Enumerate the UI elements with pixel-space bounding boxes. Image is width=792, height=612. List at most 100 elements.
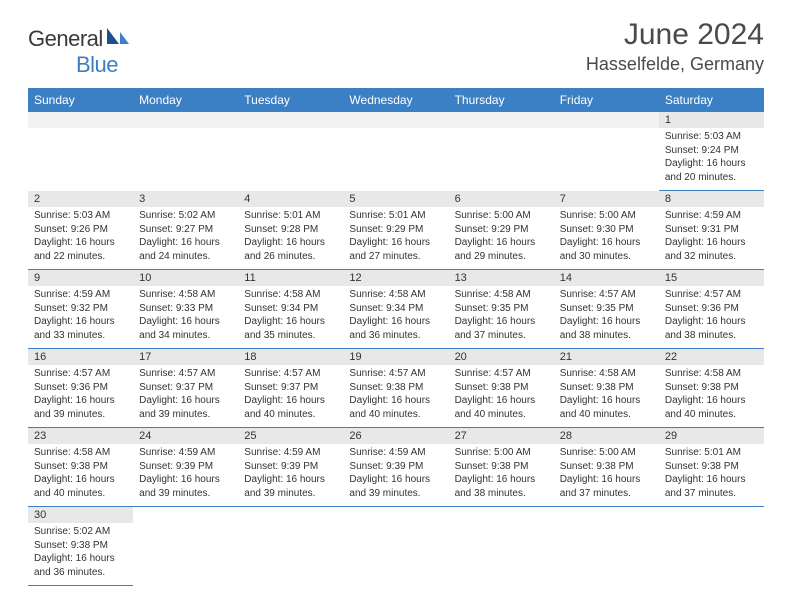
day-info-cell: Sunrise: 4:58 AMSunset: 9:34 PMDaylight:… — [343, 286, 448, 349]
day-number-cell: 9 — [28, 270, 133, 287]
day-number-cell: 30 — [28, 507, 133, 524]
sunrise-text: Sunrise: 4:57 AM — [560, 288, 653, 302]
sunset-text: Sunset: 9:36 PM — [34, 381, 127, 395]
sunrise-text: Sunrise: 4:57 AM — [244, 367, 337, 381]
day-number-cell: 19 — [343, 349, 448, 366]
day-info-row: Sunrise: 5:03 AMSunset: 9:24 PMDaylight:… — [28, 128, 764, 191]
day-number-cell: 15 — [659, 270, 764, 287]
sunset-text: Sunset: 9:38 PM — [560, 381, 653, 395]
day-info-cell: Sunrise: 4:58 AMSunset: 9:35 PMDaylight:… — [449, 286, 554, 349]
day-info-row: Sunrise: 4:59 AMSunset: 9:32 PMDaylight:… — [28, 286, 764, 349]
sunrise-text: Sunrise: 5:00 AM — [455, 209, 548, 223]
day-info-cell: Sunrise: 4:59 AMSunset: 9:32 PMDaylight:… — [28, 286, 133, 349]
daylight-text: Daylight: 16 hours and 30 minutes. — [560, 236, 653, 263]
sunset-text: Sunset: 9:38 PM — [34, 539, 127, 553]
day-info-cell: Sunrise: 4:59 AMSunset: 9:31 PMDaylight:… — [659, 207, 764, 270]
day-header-row: SundayMondayTuesdayWednesdayThursdayFrid… — [28, 88, 764, 112]
sunrise-text: Sunrise: 5:01 AM — [665, 446, 758, 460]
day-info-cell: Sunrise: 4:57 AMSunset: 9:38 PMDaylight:… — [449, 365, 554, 428]
sunrise-text: Sunrise: 4:58 AM — [665, 367, 758, 381]
day-number-cell — [28, 112, 133, 128]
sail-icon — [105, 26, 131, 52]
day-number-cell: 24 — [133, 428, 238, 445]
day-number-cell: 1 — [659, 112, 764, 128]
sunrise-text: Sunrise: 4:58 AM — [560, 367, 653, 381]
day-info-cell — [554, 523, 659, 586]
daylight-text: Daylight: 16 hours and 39 minutes. — [139, 473, 232, 500]
sunrise-text: Sunrise: 4:57 AM — [455, 367, 548, 381]
day-number-cell — [554, 112, 659, 128]
day-header: Friday — [554, 88, 659, 112]
daylight-text: Daylight: 16 hours and 29 minutes. — [455, 236, 548, 263]
day-header: Sunday — [28, 88, 133, 112]
sunset-text: Sunset: 9:36 PM — [665, 302, 758, 316]
day-number-cell — [238, 112, 343, 128]
day-info-cell: Sunrise: 4:58 AMSunset: 9:33 PMDaylight:… — [133, 286, 238, 349]
day-number-cell: 16 — [28, 349, 133, 366]
day-number-row: 30 — [28, 507, 764, 524]
sunrise-text: Sunrise: 5:00 AM — [455, 446, 548, 460]
day-number-row: 23242526272829 — [28, 428, 764, 445]
day-header: Saturday — [659, 88, 764, 112]
sunrise-text: Sunrise: 5:01 AM — [244, 209, 337, 223]
day-info-cell — [449, 128, 554, 191]
day-number-row: 16171819202122 — [28, 349, 764, 366]
day-number-cell: 14 — [554, 270, 659, 287]
day-number-cell: 22 — [659, 349, 764, 366]
sunset-text: Sunset: 9:34 PM — [349, 302, 442, 316]
daylight-text: Daylight: 16 hours and 39 minutes. — [349, 473, 442, 500]
daylight-text: Daylight: 16 hours and 34 minutes. — [139, 315, 232, 342]
daylight-text: Daylight: 16 hours and 40 minutes. — [560, 394, 653, 421]
day-number-cell: 26 — [343, 428, 448, 445]
sunset-text: Sunset: 9:24 PM — [665, 144, 758, 158]
sunrise-text: Sunrise: 4:58 AM — [244, 288, 337, 302]
day-info-cell: Sunrise: 4:57 AMSunset: 9:36 PMDaylight:… — [28, 365, 133, 428]
day-info-cell: Sunrise: 5:01 AMSunset: 9:38 PMDaylight:… — [659, 444, 764, 507]
day-number-row: 1 — [28, 112, 764, 128]
day-info-cell — [554, 128, 659, 191]
logo-part1: General — [28, 26, 103, 51]
sunset-text: Sunset: 9:35 PM — [560, 302, 653, 316]
day-info-cell — [238, 523, 343, 586]
day-info-cell: Sunrise: 4:57 AMSunset: 9:38 PMDaylight:… — [343, 365, 448, 428]
daylight-text: Daylight: 16 hours and 20 minutes. — [665, 157, 758, 184]
sunrise-text: Sunrise: 4:59 AM — [34, 288, 127, 302]
sunrise-text: Sunrise: 5:03 AM — [34, 209, 127, 223]
sunrise-text: Sunrise: 5:01 AM — [349, 209, 442, 223]
day-info-cell: Sunrise: 5:03 AMSunset: 9:24 PMDaylight:… — [659, 128, 764, 191]
day-info-cell — [659, 523, 764, 586]
day-number-cell: 11 — [238, 270, 343, 287]
day-info-cell — [449, 523, 554, 586]
daylight-text: Daylight: 16 hours and 24 minutes. — [139, 236, 232, 263]
sunset-text: Sunset: 9:39 PM — [139, 460, 232, 474]
daylight-text: Daylight: 16 hours and 27 minutes. — [349, 236, 442, 263]
sunset-text: Sunset: 9:38 PM — [560, 460, 653, 474]
day-info-row: Sunrise: 5:02 AMSunset: 9:38 PMDaylight:… — [28, 523, 764, 586]
daylight-text: Daylight: 16 hours and 32 minutes. — [665, 236, 758, 263]
sunset-text: Sunset: 9:38 PM — [455, 381, 548, 395]
sunset-text: Sunset: 9:29 PM — [349, 223, 442, 237]
day-number-cell: 6 — [449, 191, 554, 208]
day-number-cell: 20 — [449, 349, 554, 366]
day-info-cell: Sunrise: 4:59 AMSunset: 9:39 PMDaylight:… — [133, 444, 238, 507]
sunset-text: Sunset: 9:35 PM — [455, 302, 548, 316]
day-info-cell: Sunrise: 5:02 AMSunset: 9:27 PMDaylight:… — [133, 207, 238, 270]
daylight-text: Daylight: 16 hours and 33 minutes. — [34, 315, 127, 342]
sunrise-text: Sunrise: 4:59 AM — [139, 446, 232, 460]
day-number-cell: 10 — [133, 270, 238, 287]
day-header: Wednesday — [343, 88, 448, 112]
day-number-cell: 28 — [554, 428, 659, 445]
sunset-text: Sunset: 9:30 PM — [560, 223, 653, 237]
day-number-cell: 2 — [28, 191, 133, 208]
day-number-cell: 13 — [449, 270, 554, 287]
sunset-text: Sunset: 9:26 PM — [34, 223, 127, 237]
calendar-page: GeneralBlue June 2024 Hasselfelde, Germa… — [0, 0, 792, 586]
sunrise-text: Sunrise: 4:59 AM — [665, 209, 758, 223]
day-info-cell: Sunrise: 5:01 AMSunset: 9:28 PMDaylight:… — [238, 207, 343, 270]
sunset-text: Sunset: 9:34 PM — [244, 302, 337, 316]
day-number-cell: 4 — [238, 191, 343, 208]
daylight-text: Daylight: 16 hours and 40 minutes. — [34, 473, 127, 500]
sunset-text: Sunset: 9:31 PM — [665, 223, 758, 237]
day-info-cell: Sunrise: 4:58 AMSunset: 9:38 PMDaylight:… — [28, 444, 133, 507]
daylight-text: Daylight: 16 hours and 37 minutes. — [560, 473, 653, 500]
